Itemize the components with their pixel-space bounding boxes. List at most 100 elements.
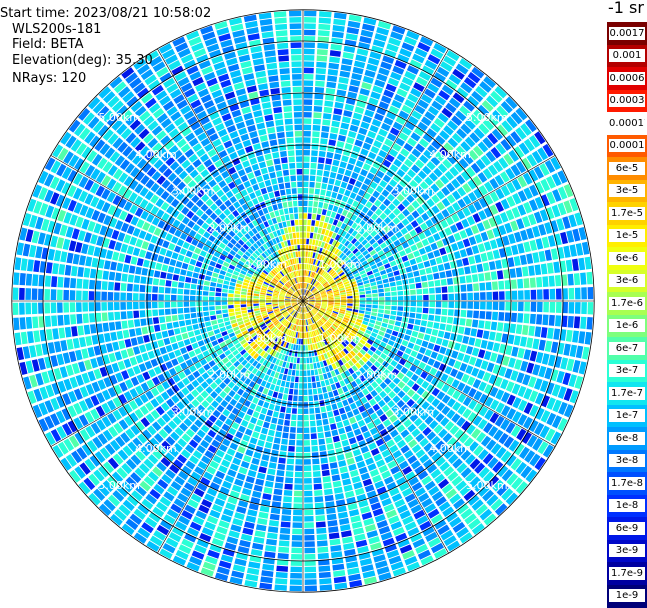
ppi-range-gate [304,541,314,547]
ppi-range-gate [588,302,594,314]
ppi-range-gate [315,240,319,246]
ppi-range-gate [340,71,351,78]
ppi-range-gate [468,256,475,264]
ppi-range-gate [287,458,294,464]
ppi-range-gate [576,243,584,256]
ppi-range-gate [205,321,211,326]
ppi-range-gate [563,246,570,258]
ppi-range-gate [331,551,342,558]
ppi-range-gate [304,150,310,156]
ppi-range-gate [392,265,399,271]
ppi-range-gate [374,325,380,330]
ppi-range-gate [549,276,555,287]
ppi-range-gate [193,324,199,330]
ppi-range-gate [304,99,313,105]
ppi-range-gate [339,518,349,525]
ppi-range-gate [323,393,328,399]
ppi-range-gate [71,326,78,336]
ppi-range-gate [304,106,312,112]
ppi-range-gate [287,375,291,381]
ppi-range-gate [457,241,464,249]
ppi-range-gate [332,475,340,482]
ppi-range-gate [176,261,183,268]
ppi-range-gate [293,395,298,401]
ppi-range-gate [131,338,138,346]
ppi-range-gate [210,282,216,287]
ppi-range-gate [32,303,38,315]
ppi-range-gate [334,576,347,583]
ppi-range-gate [223,313,229,317]
ppi-range-gate [52,263,59,274]
ppi-range-gate [247,293,253,296]
ppi-range-gate [295,472,302,478]
ppi-range-gate [331,121,339,128]
ppi-range-gate [326,88,336,95]
ppi-range-gate [185,277,191,283]
ppi-range-gate [299,339,301,345]
ppi-range-gate [331,384,336,390]
ppi-range-gate [296,370,299,376]
ppi-range-gate [311,446,318,452]
ppi-range-gate [297,434,303,440]
ppi-range-gate [220,270,226,275]
ppi-range-gate [141,327,148,335]
ppi-range-gate [355,414,362,421]
ppi-range-gate [511,245,518,255]
ppi-range-gate [278,553,289,559]
ppi-range-gate [191,284,197,289]
ppi-range-gate [410,337,417,343]
ppi-range-gate [256,419,263,426]
ppi-range-gate [410,290,416,295]
ppi-range-gate [538,251,545,262]
ppi-range-gate [483,262,490,271]
ppi-range-gate [262,493,271,500]
ppi-range-gate [146,302,152,309]
ppi-range-gate [461,293,467,300]
ppi-range-gate [341,294,347,296]
ppi-range-gate [353,292,359,295]
ppi-range-gate [162,354,169,362]
ppi-range-gate [321,367,325,373]
ppi-range-gate [344,46,356,53]
ppi-range-gate [143,335,150,343]
ppi-range-gate [35,246,42,258]
ppi-range-gate [304,326,306,332]
ppi-range-gate [330,462,338,469]
ppi-range-gate [241,298,246,301]
ppi-range-gate [318,553,329,559]
ppi-range-gate [269,404,275,411]
ppi-range-gate [489,331,496,340]
ppi-range-gate [203,296,209,300]
ppi-range-gate [322,119,330,125]
ppi-range-gate [127,293,133,300]
ppi-range-gate [373,297,379,300]
ppi-range-gate [580,272,586,284]
ppi-range-gate [166,345,173,352]
ppi-range-gate [75,242,83,253]
ppi-range-gate [69,351,77,362]
ppi-range-gate [160,248,167,256]
ppi-range-gate [222,309,228,313]
ppi-range-gate [407,272,413,278]
ppi-range-gate [304,125,311,131]
ppi-range-gate [375,321,381,326]
ppi-range-gate [486,302,492,310]
ppi-range-gate [274,405,280,411]
ppi-range-gate [192,342,199,349]
ppi-range-gate [351,119,360,126]
ppi-range-gate [242,528,253,536]
ppi-range-gate [188,245,195,252]
ppi-range-gate [383,279,389,284]
ppi-range-gate [451,351,458,359]
ppi-range-gate [351,423,358,430]
ppi-range-gate [297,427,303,433]
ppi-range-gate [215,306,221,310]
ppi-range-gate [331,430,338,437]
ppi-range-gate [333,410,339,417]
ppi-range-gate [336,174,343,181]
ppi-range-gate [338,460,346,467]
ppi-range-gate [210,311,216,316]
ppi-range-gate [550,289,556,300]
ppi-range-gate [337,422,344,429]
ppi-range-gate [415,319,421,325]
